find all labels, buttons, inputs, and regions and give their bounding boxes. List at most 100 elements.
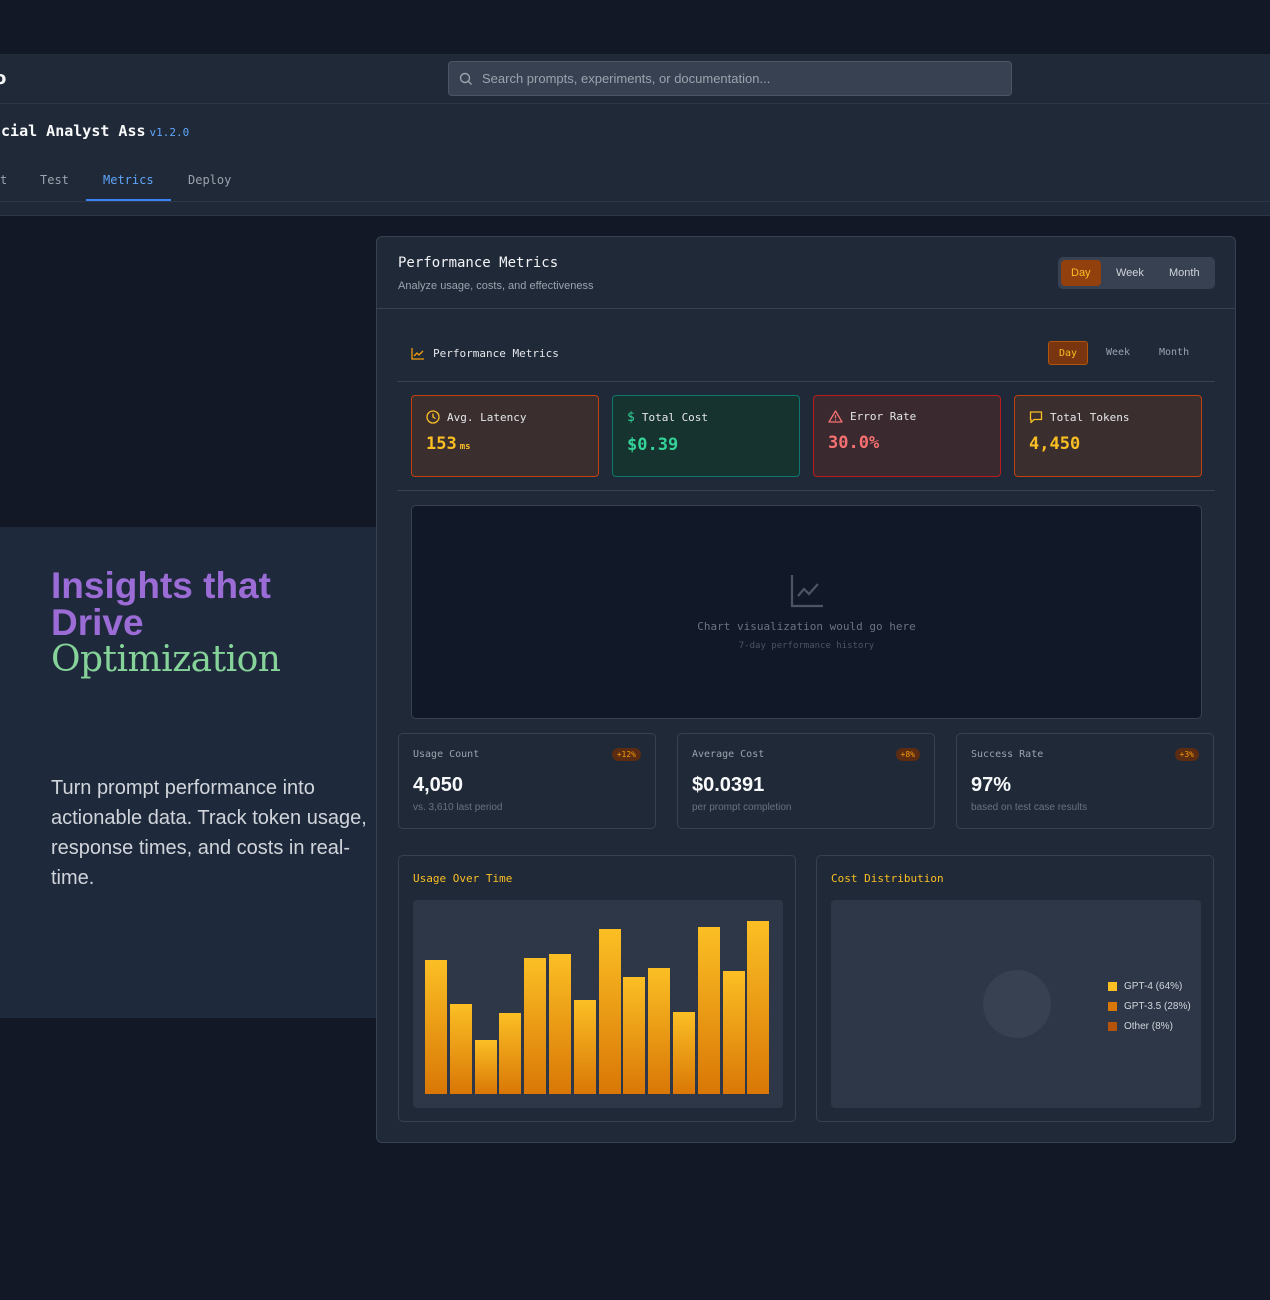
kpi-badge: +12% [611, 748, 641, 761]
stat-cost: $ Total Cost $0.39 [612, 395, 800, 477]
usage-bar [549, 954, 571, 1094]
usage-bar [474, 1040, 497, 1094]
usage-bar [425, 960, 447, 1094]
usage-bar [573, 1000, 596, 1094]
inner-title: Performance Metrics [433, 347, 559, 360]
app-logo[interactable]: o [0, 68, 7, 89]
kpi-value: 4,050 [413, 774, 464, 796]
placeholder-subtext: 7-day performance history [738, 641, 875, 651]
kpi-value: 97% [971, 774, 1012, 796]
kpi-subtext: vs. 3,610 last period [413, 802, 503, 813]
headline-line-1: Insights that [51, 565, 271, 606]
usage-bar [648, 968, 671, 1094]
legend-item: GPT-3.5 (28%) [1108, 996, 1191, 1016]
panel-header: Performance Metrics Analyze usage, costs… [377, 237, 1235, 309]
hero-card: Insights that Drive Optimization Turn pr… [0, 527, 420, 1018]
legend-swatch [1108, 981, 1117, 991]
legend-swatch [1108, 1001, 1117, 1011]
pie-chart [983, 970, 1051, 1038]
usage-bar [449, 1004, 472, 1094]
kpi-label: Success Rate [971, 749, 1044, 760]
stat-label: Total Cost [641, 411, 709, 424]
stat-label: Error Rate [850, 410, 917, 423]
stat-value: 153 ms [426, 434, 584, 454]
message-icon [1029, 411, 1043, 424]
period-selector: Day Week Month [1058, 257, 1215, 289]
cost-distribution-card: Cost Distribution GPT-4 (64%) GPT-3.5 (2… [816, 855, 1214, 1122]
latency-unit: ms [459, 442, 471, 452]
panel-subtitle: Analyze usage, costs, and effectiveness [398, 280, 594, 292]
usage-bar [499, 1013, 522, 1094]
stat-label: Total Tokens [1050, 410, 1130, 424]
stat-latency: Avg. Latency 153 ms [411, 395, 599, 477]
kpi-label: Average Cost [692, 749, 765, 760]
usage-bar-chart [425, 914, 771, 1094]
stat-tokens: Total Tokens 4,450 [1014, 395, 1202, 477]
dollar-icon: $ [627, 410, 635, 425]
legend-label: Other (8%) [1124, 1020, 1173, 1032]
top-bar: o [0, 54, 1270, 104]
usage-over-time-card: Usage Over Time [398, 855, 796, 1122]
kpi-subtext: per prompt completion [692, 802, 792, 813]
cost-chart-area: GPT-4 (64%) GPT-3.5 (28%) Other (8%) [831, 900, 1201, 1108]
tab-bar: t Test Metrics Deploy [0, 158, 1270, 202]
warning-icon [828, 410, 843, 423]
kpi-usage-count: Usage Count +12% 4,050 vs. 3,610 last pe… [398, 733, 656, 829]
usage-chart-area [413, 900, 783, 1108]
kpi-badge: +8% [895, 748, 920, 761]
version-label: v1.2.0 [149, 126, 190, 139]
legend-item: Other (8%) [1108, 1016, 1191, 1036]
legend: GPT-4 (64%) GPT-3.5 (28%) Other (8%) [1108, 976, 1191, 1036]
usage-bar [623, 977, 646, 1094]
period-day-button[interactable]: Day [1061, 260, 1101, 286]
usage-bar [524, 958, 547, 1094]
kpi-subtext: based on test case results [971, 802, 1088, 813]
legend-label: GPT-4 (64%) [1124, 980, 1183, 992]
kpi-average-cost: Average Cost +8% $0.0391 per prompt comp… [677, 733, 935, 829]
mini-week-button[interactable]: Week [1106, 347, 1131, 358]
usage-bar [673, 1012, 695, 1094]
clock-icon [426, 410, 440, 424]
legend-swatch [1108, 1021, 1117, 1031]
hero-body: Turn prompt performance into actionable … [51, 777, 367, 889]
stat-value: 30.0% [828, 433, 880, 453]
usage-bar [598, 929, 621, 1094]
tab-deploy[interactable]: Deploy [188, 173, 232, 187]
kpi-badge: +3% [1174, 748, 1199, 761]
usage-bar [697, 927, 720, 1094]
usage-bar [722, 971, 745, 1094]
headline-line-2: Drive [51, 602, 144, 643]
tab-test[interactable]: Test [40, 173, 69, 187]
legend-item: GPT-4 (64%) [1108, 976, 1191, 996]
latency-value: 153 [426, 434, 457, 454]
kpi-label: Usage Count [413, 749, 480, 760]
tab-metrics[interactable]: Metrics [86, 158, 171, 201]
cost-title: Cost Distribution [831, 872, 944, 885]
project-bar: ncial Analyst Ass v1.2.0 t Test Metrics D… [0, 104, 1270, 216]
search-box[interactable] [448, 61, 1012, 96]
legend-label: GPT-3.5 (28%) [1124, 1000, 1191, 1012]
stat-value: 4,450 [1029, 434, 1081, 454]
period-month-button[interactable]: Month [1169, 267, 1200, 279]
performance-panel: Performance Metrics Analyze usage, costs… [376, 236, 1236, 1143]
stat-label: Avg. Latency [447, 410, 527, 424]
chart-icon [790, 575, 823, 608]
hero-headline: Insights that Drive Optimization [51, 565, 281, 680]
search-input[interactable] [482, 71, 982, 86]
period-week-button[interactable]: Week [1116, 267, 1144, 279]
stat-value: $0.39 [627, 435, 679, 455]
kpi-value: $0.0391 [692, 774, 765, 796]
headline-line-3: Optimization [51, 639, 281, 680]
tab-partial[interactable]: t [0, 173, 8, 187]
project-title: ncial Analyst Ass v1.2.0 [0, 122, 189, 140]
mini-month-button[interactable]: Month [1159, 347, 1190, 358]
inner-header: Performance Metrics Day Week Month [397, 341, 1215, 382]
chart-placeholder: Chart visualization would go here 7-day … [411, 505, 1202, 719]
line-chart-icon [411, 348, 424, 360]
placeholder-text: Chart visualization would go here [697, 620, 916, 633]
project-name: ncial Analyst Ass [0, 122, 146, 140]
mini-day-button[interactable]: Day [1048, 341, 1089, 365]
stat-error-rate: Error Rate 30.0% [813, 395, 1001, 477]
usage-title: Usage Over Time [413, 872, 513, 885]
kpi-success-rate: Success Rate +3% 97% based on test case … [956, 733, 1214, 829]
